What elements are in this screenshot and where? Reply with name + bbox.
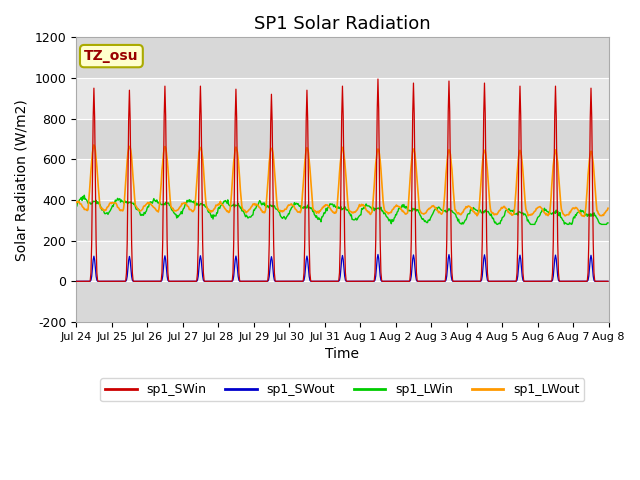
X-axis label: Time: Time	[326, 347, 360, 361]
sp1_LWout	[604, 205, 612, 211]
sp1_LWout	[82, 207, 90, 213]
sp1_SWin	[408, 239, 415, 245]
sp1_LWin	[191, 199, 199, 205]
Line: sp1_SWin: sp1_SWin	[76, 79, 608, 281]
sp1_SWin	[191, 278, 198, 284]
Bar	[76, 119, 609, 159]
Bar	[76, 281, 609, 322]
Text: TZ_osu: TZ_osu	[84, 49, 139, 63]
sp1_LWin	[423, 220, 431, 226]
sp1_SWin	[219, 278, 227, 284]
Line: sp1_SWout: sp1_SWout	[76, 254, 608, 281]
Line: sp1_LWin: sp1_LWin	[76, 195, 608, 224]
sp1_LWin	[408, 208, 415, 214]
Bar	[76, 240, 609, 281]
sp1_SWout	[219, 278, 227, 284]
sp1_SWin	[82, 278, 90, 284]
Bar	[76, 37, 609, 78]
sp1_SWout	[423, 278, 431, 284]
sp1_SWout	[72, 278, 80, 284]
sp1_SWin	[604, 278, 612, 284]
sp1_LWin	[604, 220, 612, 226]
sp1_LWout	[191, 200, 199, 206]
Y-axis label: Solar Radiation (W/m2): Solar Radiation (W/m2)	[15, 99, 29, 261]
sp1_SWin	[137, 278, 145, 284]
sp1_SWout	[374, 252, 382, 257]
sp1_SWin	[374, 76, 382, 82]
sp1_LWout	[423, 208, 431, 214]
sp1_SWout	[408, 273, 415, 279]
Bar	[76, 78, 609, 119]
Bar	[76, 159, 609, 200]
sp1_SWin	[423, 278, 431, 284]
sp1_LWin	[220, 200, 227, 205]
sp1_LWout	[72, 200, 80, 205]
sp1_LWin	[72, 204, 80, 210]
Bar	[76, 200, 609, 240]
sp1_SWout	[191, 278, 198, 284]
Line: sp1_LWout: sp1_LWout	[76, 145, 608, 216]
sp1_SWout	[604, 278, 612, 284]
Legend: sp1_SWin, sp1_SWout, sp1_LWin, sp1_LWout: sp1_SWin, sp1_SWout, sp1_LWin, sp1_LWout	[100, 378, 584, 401]
sp1_LWout	[580, 214, 588, 219]
sp1_LWin	[138, 213, 145, 218]
sp1_LWout	[90, 142, 98, 148]
Title: SP1 Solar Radiation: SP1 Solar Radiation	[254, 15, 431, 33]
sp1_LWin	[81, 192, 88, 198]
sp1_LWout	[408, 161, 415, 167]
sp1_LWout	[138, 208, 145, 214]
sp1_SWout	[137, 278, 145, 284]
sp1_SWout	[82, 278, 90, 284]
sp1_SWin	[72, 278, 80, 284]
sp1_LWin	[494, 221, 502, 227]
sp1_LWin	[83, 197, 90, 203]
sp1_LWout	[220, 204, 227, 209]
